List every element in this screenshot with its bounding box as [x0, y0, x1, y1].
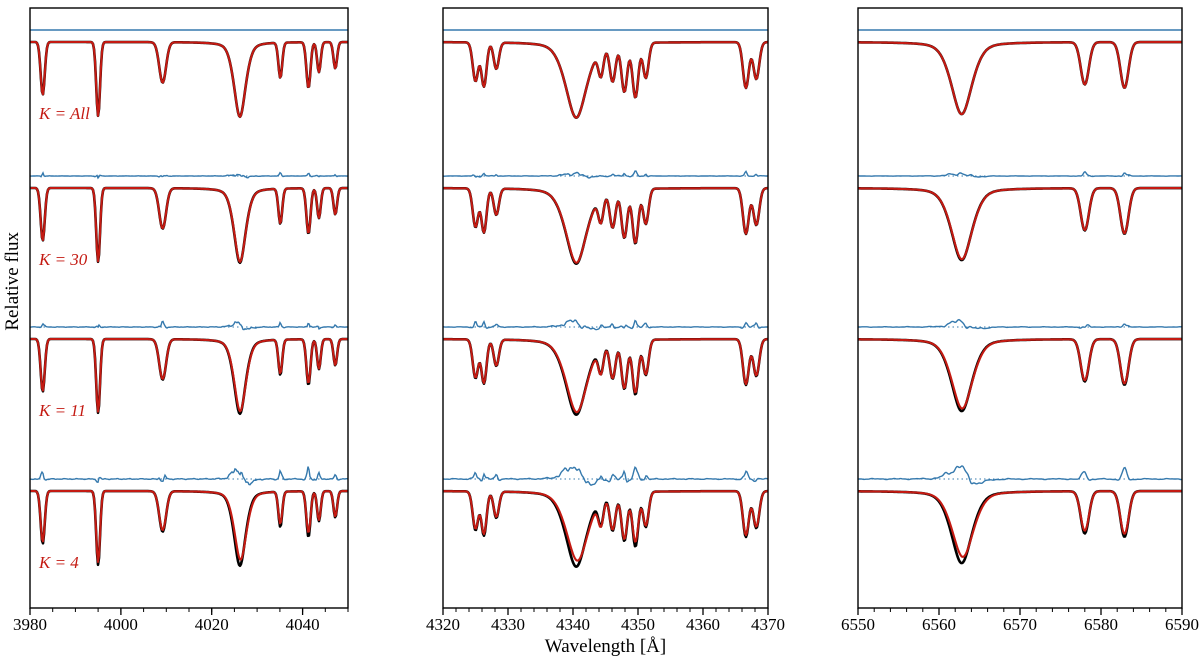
- row-1-panel-3: [857, 29, 1183, 116]
- model-spectrum-curve: [29, 40, 349, 118]
- row-2-panel-1: K = 30: [29, 171, 349, 269]
- x-tick-label: 4320: [426, 615, 460, 634]
- model-spectrum-curve: [857, 187, 1183, 261]
- x-tick-label: 6560: [922, 615, 956, 634]
- x-tick-label: 6580: [1084, 615, 1118, 634]
- row-label-3: K = 11: [38, 401, 86, 420]
- x-tick-label: 6590: [1165, 615, 1199, 634]
- row-4-panel-2: [442, 466, 769, 569]
- x-tick-label: 4340: [556, 615, 590, 634]
- model-spectrum-curve: [857, 338, 1183, 410]
- residual-curve: [858, 170, 1183, 178]
- row-3-panel-1: K = 11: [29, 320, 349, 420]
- residual-curve: [857, 465, 1183, 485]
- row-label-4: K = 4: [38, 553, 79, 572]
- row-2-panel-3: [857, 170, 1183, 262]
- row-1-panel-2: [442, 29, 769, 119]
- residual-curve: [29, 466, 349, 486]
- spectra-panel-1: 3980 4000 4020 4040 K = All K = 30 K = 11 K = 4: [13, 7, 349, 634]
- row-3-panel-3: [857, 318, 1183, 413]
- model-spectrum-curve: [29, 186, 349, 263]
- spectra-panel-2: 4320 4330 4340 4350 4360 4370: [426, 7, 785, 634]
- model-spectrum-curve: [442, 490, 769, 562]
- spectra-panel-3: 6550 6560 6570 6580 6590: [841, 7, 1199, 634]
- x-tick-label: 6550: [841, 615, 875, 634]
- residual-curve: [443, 466, 769, 487]
- observed-spectrum-curve: [857, 186, 1183, 262]
- model-spectrum-curve: [857, 490, 1183, 558]
- row-4-panel-3: [857, 465, 1183, 565]
- x-tick-label: 4020: [195, 615, 229, 634]
- x-tick-label: 4000: [104, 615, 138, 634]
- residual-curve: [442, 319, 768, 331]
- row-4-panel-1: K = 4: [29, 466, 349, 572]
- x-tick-label: 4350: [621, 615, 655, 634]
- x-tick-label: 4360: [686, 615, 720, 634]
- model-spectrum-curve: [442, 41, 769, 119]
- model-spectrum-curve: [442, 187, 769, 264]
- model-spectrum-curve: [29, 489, 349, 563]
- model-spectrum-curve: [857, 41, 1183, 116]
- observed-spectrum-curve: [857, 489, 1183, 565]
- x-tick-label: 4040: [286, 615, 320, 634]
- x-tick-label: 3980: [13, 615, 47, 634]
- x-tick-label: 6570: [1003, 615, 1037, 634]
- residual-curve: [30, 171, 348, 180]
- residual-curve: [858, 318, 1182, 330]
- x-axis-label: Wavelength [Å]: [544, 636, 667, 657]
- observed-spectrum-curve: [857, 40, 1183, 116]
- row-1-panel-1: K = All: [29, 29, 349, 123]
- panel-frame: [29, 7, 349, 609]
- x-tick-label: 4370: [751, 615, 785, 634]
- row-3-panel-2: [442, 319, 769, 417]
- row-2-panel-2: [442, 170, 769, 266]
- x-tick-label: 4330: [491, 615, 525, 634]
- model-spectrum-curve: [29, 337, 349, 413]
- observed-spectrum-curve: [857, 337, 1183, 413]
- panel-frame: [857, 7, 1183, 609]
- residual-curve: [29, 320, 349, 331]
- model-spectrum-curve: [442, 338, 769, 414]
- residual-curve: [442, 170, 768, 179]
- row-label-2: K = 30: [38, 250, 88, 269]
- panel-frame: [442, 7, 769, 609]
- row-label-1: K = All: [38, 104, 90, 123]
